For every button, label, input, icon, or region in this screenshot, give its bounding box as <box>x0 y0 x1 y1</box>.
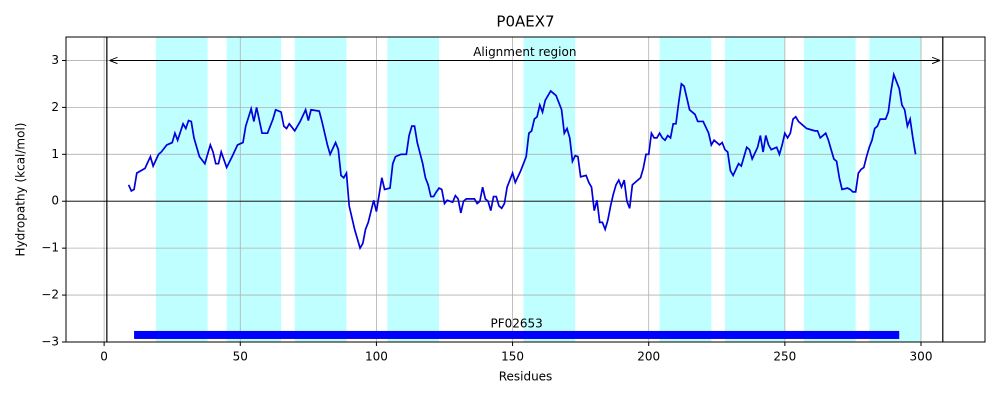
tm-region <box>387 37 440 342</box>
x-tick-label: 0 <box>100 350 108 364</box>
domain-label: PF02653 <box>490 316 542 330</box>
tm-region <box>869 37 922 342</box>
x-tick-label: 100 <box>365 350 388 364</box>
y-tick-label: 3 <box>51 53 59 67</box>
y-axis-label: Hydropathy (kcal/mol) <box>14 123 28 257</box>
tm-region <box>659 37 712 342</box>
tm-region <box>226 37 282 342</box>
y-tick-label: −1 <box>41 241 59 255</box>
x-tick-label: 150 <box>501 350 524 364</box>
hydropathy-line <box>127 71 917 251</box>
tm-region <box>724 37 785 342</box>
plot-frame <box>65 36 986 343</box>
tm-region <box>155 37 208 342</box>
domain-bar <box>134 330 900 339</box>
chart-title: P0AEX7 <box>496 13 554 31</box>
tm-region <box>803 37 856 342</box>
x-tick-label: 50 <box>233 350 248 364</box>
x-tick-label: 300 <box>910 350 933 364</box>
y-tick-label: −2 <box>41 288 59 302</box>
x-tick-label: 200 <box>637 350 660 364</box>
x-tick-label: 250 <box>773 350 796 364</box>
y-tick-label: 1 <box>51 147 59 161</box>
x-axis-label: Residues <box>499 370 553 384</box>
y-tick-label: −3 <box>41 335 59 349</box>
tm-region <box>294 37 347 342</box>
y-tick-label: 2 <box>51 100 59 114</box>
y-tick-label: 0 <box>51 194 59 208</box>
annotation-label: Alignment region <box>473 45 576 59</box>
tm-region <box>523 37 576 342</box>
